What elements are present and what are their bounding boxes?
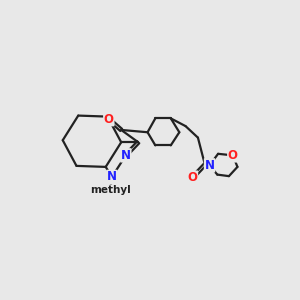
Text: N: N [121, 149, 131, 162]
Text: methyl: methyl [90, 185, 131, 195]
Text: O: O [104, 113, 114, 126]
Text: O: O [228, 149, 238, 162]
Text: O: O [188, 171, 197, 184]
Text: N: N [107, 170, 117, 183]
Text: N: N [205, 159, 214, 172]
